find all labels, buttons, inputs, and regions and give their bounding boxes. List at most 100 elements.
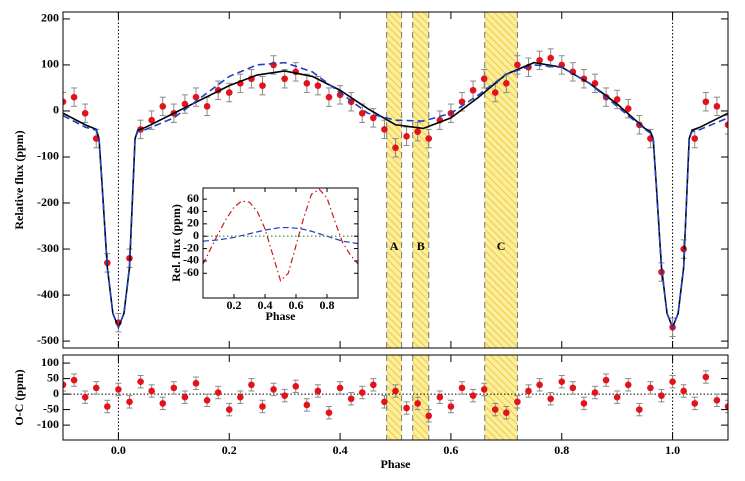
data-point — [469, 86, 477, 94]
data-point — [181, 393, 189, 401]
x-tick-label: 0.8 — [554, 443, 569, 457]
y-tick-label: -300 — [37, 241, 59, 255]
data-point — [325, 93, 333, 101]
data-point — [104, 403, 111, 410]
plot-frame — [202, 187, 359, 299]
data-point — [591, 389, 599, 396]
data-point — [425, 412, 433, 420]
data-point — [724, 403, 728, 410]
data-point — [237, 393, 244, 401]
data-point — [392, 144, 399, 152]
data-point — [702, 98, 710, 106]
y-tick-label: -100 — [37, 417, 59, 431]
data-point — [303, 80, 311, 87]
data-point — [181, 100, 189, 108]
data-point — [491, 406, 499, 413]
data-point — [636, 406, 643, 413]
data-point — [480, 75, 488, 83]
region-label: B — [417, 239, 425, 253]
plot-area — [203, 188, 358, 282]
y-tick-label: -100 — [37, 149, 59, 163]
data-point — [724, 121, 728, 129]
data-point — [370, 114, 377, 122]
shaded-region — [484, 12, 518, 348]
data-point — [336, 384, 344, 392]
data-point — [447, 403, 455, 410]
y-tick-label: 20 — [187, 216, 199, 230]
y-tick-label: -500 — [37, 333, 59, 347]
y-tick-label: 60 — [187, 191, 199, 205]
plot-frame — [62, 354, 729, 441]
data-point — [624, 381, 632, 389]
shaded-region — [412, 12, 429, 348]
plot-area: A B C — [63, 12, 728, 348]
y-tick-label: -200 — [37, 195, 59, 209]
y-axis-label: Rel. flux (ppm) — [169, 204, 183, 282]
data-point — [225, 89, 233, 96]
data-point — [558, 378, 566, 385]
data-point — [92, 384, 100, 392]
data-point — [159, 400, 167, 407]
y-tick-label: 200 — [41, 11, 59, 25]
plot-frame — [62, 11, 729, 349]
x-tick-label: 0.4 — [258, 298, 273, 312]
y-tick-label: -40 — [183, 253, 199, 267]
data-point — [491, 89, 499, 96]
x-tick-label: 0.2 — [227, 298, 242, 312]
data-point — [203, 103, 211, 110]
data-point — [381, 126, 388, 133]
data-point — [547, 395, 554, 403]
data-point — [148, 116, 155, 124]
data-point — [270, 386, 277, 393]
y-tick-label: 0 — [193, 228, 199, 242]
data-point — [270, 61, 277, 69]
data-point — [81, 109, 89, 117]
data-point — [669, 378, 676, 385]
x-tick-label: 0.6 — [443, 443, 458, 457]
data-point — [70, 93, 78, 101]
region-label: A — [390, 239, 399, 253]
data-point — [214, 389, 222, 396]
y-axis-label: O-C (ppm) — [12, 369, 26, 425]
data-point — [503, 80, 510, 87]
model-line — [203, 226, 358, 245]
y-tick-label: -20 — [183, 240, 199, 254]
data-point — [647, 384, 654, 392]
data-point — [192, 379, 200, 387]
data-point — [358, 389, 366, 396]
y-tick-label: 0 — [53, 103, 59, 117]
data-point — [480, 386, 488, 393]
data-point — [281, 392, 288, 399]
data-point — [580, 400, 588, 407]
data-point — [347, 395, 355, 403]
y-tick-label: -50 — [43, 401, 59, 415]
data-point — [248, 381, 255, 389]
data-point — [81, 393, 89, 401]
x-tick-label: 0.8 — [320, 298, 335, 312]
data-point — [613, 96, 621, 103]
region-label: C — [497, 239, 506, 253]
data-point — [713, 103, 721, 110]
data-point — [602, 376, 610, 384]
data-point — [591, 80, 599, 87]
shaded-region — [484, 355, 518, 440]
y-tick-label: -60 — [183, 265, 199, 279]
data-point — [458, 384, 466, 392]
data-point — [702, 373, 710, 381]
y-axis-label: Relative flux (ppm) — [12, 130, 26, 229]
data-point — [658, 392, 665, 399]
data-point — [203, 396, 211, 404]
y-tick-label: -400 — [37, 287, 59, 301]
y-tick-label: 40 — [187, 203, 199, 217]
data-point — [713, 396, 721, 404]
data-point — [70, 376, 78, 384]
data-point — [547, 54, 554, 62]
data-point — [292, 383, 300, 390]
model-line — [63, 61, 728, 330]
y-tick-label: 100 — [41, 355, 59, 369]
x-tick-label: 0.0 — [111, 443, 126, 457]
data-point — [425, 135, 433, 142]
plot-area — [63, 355, 728, 440]
